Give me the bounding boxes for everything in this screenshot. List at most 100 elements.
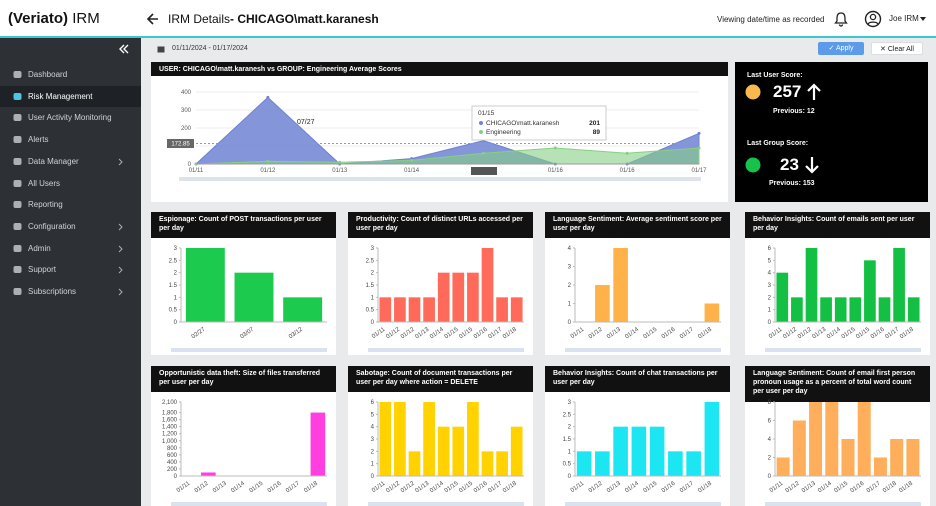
x-tick-label: 03/07 <box>239 326 255 340</box>
chart-title: Opportunistic data theft: Size of files … <box>151 366 336 392</box>
nav-icon <box>13 288 22 295</box>
scrollbar <box>565 502 721 506</box>
nav-icon <box>13 157 22 165</box>
up-arrow <box>807 83 821 100</box>
user-icon[interactable] <box>864 10 882 28</box>
nav-item[interactable]: User Activity Monitoring <box>0 107 141 128</box>
nav-item[interactable]: Support <box>0 259 141 280</box>
point <box>697 146 701 150</box>
nav-item[interactable]: Data Manager <box>0 151 141 172</box>
y-tick-label: 0 <box>768 320 772 326</box>
trend-title: USER: CHICAGO\matt.karanesh vs GROUP: En… <box>151 62 728 76</box>
nav-label: All Users <box>28 178 61 188</box>
x-tick-label: 01/16 <box>548 168 564 174</box>
logo[interactable]: (Veriato) IRM <box>8 10 100 27</box>
y-tick-label: 2 <box>568 425 572 431</box>
y-tick-label: 1 <box>568 449 572 455</box>
trend-chart: 010020030040001/1101/1201/1301/1401/1501… <box>167 90 707 181</box>
y-tick-label: 0 <box>371 320 375 326</box>
bar <box>437 272 450 322</box>
subject: - CHICAGO\matt.karanesh <box>230 12 379 26</box>
y-tick-label: 1,000 <box>162 439 178 445</box>
nav-item[interactable]: Dashboard <box>0 64 141 85</box>
x-tick-label: 01/11 <box>371 480 387 494</box>
clear-button[interactable]: ✕ Clear All <box>871 42 923 55</box>
bar <box>408 451 421 476</box>
bar <box>849 297 862 322</box>
bar <box>496 451 508 476</box>
y-tick-label: 1.5 <box>366 283 375 289</box>
y-tick-label: 0.5 <box>169 308 178 314</box>
y-tick-label: 400 <box>167 460 178 466</box>
point <box>625 151 629 155</box>
x-tick-label: 01/12 <box>385 480 401 494</box>
y-tick-label: 4 <box>768 271 772 277</box>
chart-card: Behavior Insights: Count of emails sent … <box>745 212 930 355</box>
x-tick-label: 01/17 <box>679 480 695 494</box>
x-tick-label: 01/14 <box>624 326 640 340</box>
chart-title: Language Sentiment: Count of email first… <box>745 366 930 402</box>
scrollbar <box>171 502 327 506</box>
bar <box>864 260 876 322</box>
bar-chart: 00.511.522.5301/1101/1201/1201/1301/1401… <box>366 246 524 352</box>
bar <box>820 297 832 322</box>
bar <box>907 297 920 322</box>
nav-icon <box>13 92 22 100</box>
bar <box>452 272 465 322</box>
date-range[interactable]: 01/11/2024 - 01/17/2024 <box>172 45 248 52</box>
nav-item[interactable]: Admin <box>0 238 141 259</box>
bar <box>631 426 647 476</box>
bar <box>310 412 326 476</box>
icon-shape <box>13 179 22 187</box>
bar <box>841 439 855 476</box>
x-tick-label: 01/17 <box>488 326 504 340</box>
x-tick-label: 01/14 <box>230 480 246 494</box>
crosshair-label: 172.85 <box>171 142 190 148</box>
nav-item[interactable]: Subscriptions <box>0 281 141 302</box>
chart-card: Espionage: Count of POST transactions pe… <box>151 212 336 355</box>
y-tick-label: 0 <box>568 474 572 480</box>
x-tick-label: 01/11 <box>768 326 784 340</box>
bar <box>423 402 435 476</box>
x-tick-label: 01/15 <box>458 480 474 494</box>
nav-icon <box>13 222 22 230</box>
nav-item[interactable]: Configuration <box>0 216 141 237</box>
x-tick-label: 01/13 <box>212 480 228 494</box>
x-tick-label: 01/14 <box>429 480 445 494</box>
apply-button[interactable]: ✓ Apply <box>818 42 864 55</box>
scrollbar <box>765 502 921 506</box>
y-tick-label: 1 <box>768 308 772 314</box>
viewing-note: Viewing date/time as recorded <box>717 15 825 24</box>
bell-icon[interactable] <box>834 11 848 27</box>
y-tick-label: 1,200 <box>162 432 178 438</box>
y-tick-label: 0 <box>768 474 772 480</box>
nav-item[interactable]: All Users <box>0 173 141 194</box>
back-arrow[interactable] <box>146 12 160 26</box>
area <box>195 147 700 165</box>
bar <box>595 285 610 322</box>
y-tick-label: 4 <box>568 246 572 252</box>
x-tick-label: 01/15 <box>249 480 265 494</box>
y-tick-label: 2 <box>371 449 375 455</box>
bar <box>825 402 839 476</box>
x-tick-label: 01/16 <box>267 480 283 494</box>
scrollbar <box>368 348 524 352</box>
group-score: 23 <box>780 155 799 174</box>
chart-card: Productivity: Count of distinct URLs acc… <box>348 212 533 355</box>
user-menu[interactable]: Joe IRM <box>889 14 919 23</box>
collapse-button[interactable] <box>119 44 129 54</box>
bar <box>809 402 823 476</box>
x-tick-label: 01/16 <box>661 480 677 494</box>
bar <box>437 426 450 476</box>
x-tick-label: 01/16 <box>661 326 677 340</box>
x-tick-label: 01/17 <box>885 326 901 340</box>
nav-item[interactable]: Risk Management <box>0 85 141 107</box>
y-tick-label: 0 <box>174 474 178 480</box>
nav-icon <box>13 136 22 144</box>
x-tick-label: 01/12 <box>782 326 798 340</box>
y-tick-label: 800 <box>167 446 178 452</box>
bar <box>668 451 683 476</box>
nav-item[interactable]: Reporting <box>0 194 141 215</box>
y-tick-label: 0.5 <box>366 308 375 314</box>
nav-item[interactable]: Alerts <box>0 129 141 150</box>
